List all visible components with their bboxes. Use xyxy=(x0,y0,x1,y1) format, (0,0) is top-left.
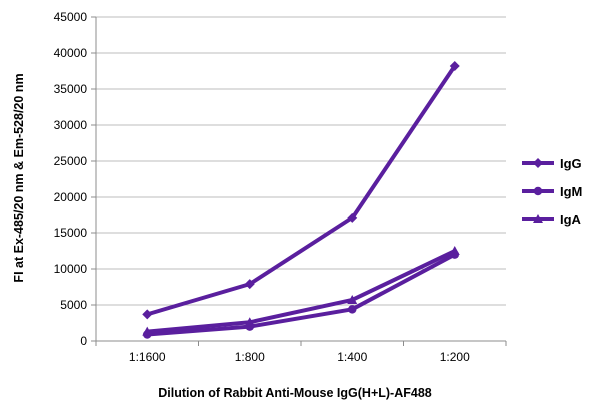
y-tick-label: 0 xyxy=(80,334,87,348)
x-tick-labels: 1:1600 1:800 1:400 1:200 xyxy=(129,350,470,364)
data-point xyxy=(347,212,358,223)
data-point xyxy=(244,317,255,327)
data-point xyxy=(142,309,153,320)
y-tick-label: 35000 xyxy=(54,82,88,96)
data-point xyxy=(142,326,153,336)
y-tick-label: 30000 xyxy=(54,118,88,132)
y-tick-label: 20000 xyxy=(54,190,88,204)
data-point xyxy=(347,294,358,304)
y-axis-title: FI at Ex-485/20 nm & Em-528/20 nm xyxy=(12,73,26,282)
legend-label: IgG xyxy=(560,156,582,171)
y-tick-label: 5000 xyxy=(60,298,87,312)
legend-label: IgM xyxy=(560,184,582,199)
series-igm xyxy=(143,250,459,339)
legend-item-iga: IgA xyxy=(522,212,582,227)
legend-marker xyxy=(533,158,543,168)
legend-item-igg: IgG xyxy=(522,156,582,171)
series-iga xyxy=(142,246,460,336)
series-lines xyxy=(142,60,460,339)
legend: IgG IgM IgA xyxy=(522,156,582,227)
data-point xyxy=(348,305,357,314)
series-line xyxy=(145,249,457,334)
x-tick-label: 1:200 xyxy=(440,350,470,364)
data-point xyxy=(244,279,255,290)
axes xyxy=(91,16,507,346)
series-igg xyxy=(142,60,460,320)
x-tick-label: 1:800 xyxy=(235,350,265,364)
y-tick-label: 25000 xyxy=(54,154,88,168)
x-axis-title: Dilution of Rabbit Anti-Mouse IgG(H+L)-A… xyxy=(158,386,432,400)
legend-marker xyxy=(533,186,543,196)
y-tick-labels: 0 5000 10000 15000 20000 25000 30000 35000 40000… xyxy=(54,10,88,348)
x-tick-label: 1:400 xyxy=(337,350,367,364)
grid-lines xyxy=(96,16,506,306)
series-line xyxy=(145,252,457,337)
legend-label: IgA xyxy=(560,212,582,227)
x-tick-label: 1:1600 xyxy=(129,350,166,364)
data-point xyxy=(449,60,460,71)
y-tick-label: 10000 xyxy=(54,262,88,276)
y-tick-label: 40000 xyxy=(54,46,88,60)
legend-item-igm: IgM xyxy=(522,184,582,199)
data-point xyxy=(449,246,460,255)
y-tick-label: 15000 xyxy=(54,226,88,240)
legend-marker xyxy=(533,214,543,223)
y-tick-label: 45000 xyxy=(54,10,88,24)
series-line xyxy=(145,63,457,317)
